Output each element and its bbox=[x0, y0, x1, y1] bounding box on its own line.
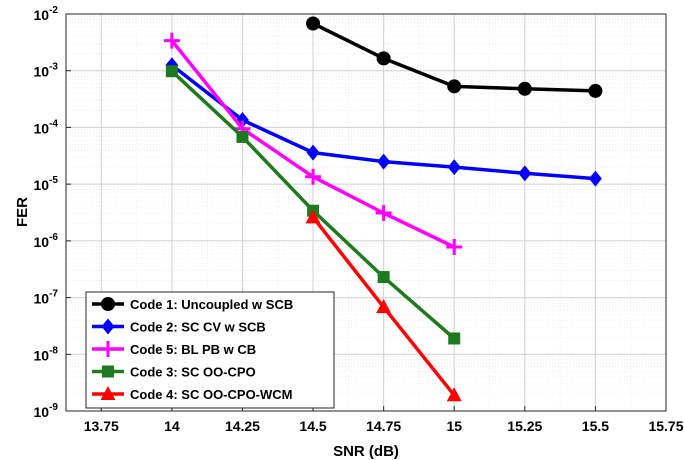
data-point bbox=[446, 238, 463, 255]
series-circle bbox=[306, 16, 603, 98]
grid bbox=[66, 13, 667, 412]
legend-label: Code 3: SC OO-CPO bbox=[130, 365, 256, 380]
plot-frame bbox=[65, 13, 667, 412]
x-tick-label: 14 bbox=[164, 418, 180, 434]
legend-item: Code 5: BL PB w CB bbox=[92, 341, 256, 357]
y-tick-label: 10-7 bbox=[34, 289, 59, 307]
data-point bbox=[448, 332, 461, 345]
x-tick-label: 15.5 bbox=[582, 418, 609, 434]
x-tick-label: 15.75 bbox=[648, 418, 683, 434]
data-point bbox=[588, 170, 602, 187]
legend-box bbox=[85, 291, 335, 409]
data-point bbox=[446, 387, 462, 402]
series-triangle bbox=[305, 209, 462, 402]
legend-item: Code 4: SC OO-CPO-WCM bbox=[92, 386, 293, 402]
legend: Code 1: Uncoupled w SCB Code 2: SC CV w S… bbox=[85, 291, 335, 409]
data-point bbox=[375, 204, 392, 221]
data-point bbox=[165, 65, 178, 78]
series-diamond bbox=[165, 57, 602, 187]
x-tick-label: 14.25 bbox=[225, 418, 260, 434]
y-tick-label: 10-8 bbox=[34, 345, 59, 363]
x-tick-label: 13.75 bbox=[84, 418, 119, 434]
legend-item: Code 3: SC OO-CPO bbox=[92, 365, 256, 380]
x-axis-label: SNR (dB) bbox=[333, 443, 399, 460]
data-point bbox=[305, 168, 322, 185]
series-group bbox=[163, 16, 603, 402]
data-point bbox=[163, 32, 180, 49]
data-point bbox=[518, 165, 532, 182]
x-tick-label: 14.5 bbox=[299, 418, 326, 434]
legend-label: Code 4: SC OO-CPO-WCM bbox=[130, 387, 293, 402]
legend-item: Code 1: Uncoupled w SCB bbox=[92, 297, 293, 312]
data-point bbox=[447, 159, 461, 176]
y-tick-label: 10-3 bbox=[34, 62, 59, 80]
data-point bbox=[377, 153, 391, 170]
data-point bbox=[306, 16, 321, 31]
series-plus bbox=[163, 32, 463, 255]
legend-label: Code 1: Uncoupled w SCB bbox=[130, 297, 293, 312]
legend-marker bbox=[100, 386, 116, 400]
data-point bbox=[305, 209, 321, 224]
data-point bbox=[376, 299, 392, 314]
data-point bbox=[588, 83, 603, 98]
legend-marker bbox=[102, 365, 114, 378]
y-axis-label: FER bbox=[14, 197, 31, 227]
y-tick-label: 10-2 bbox=[34, 5, 59, 23]
legend-marker bbox=[100, 341, 116, 357]
legend-item: Code 2: SC CV w SCB bbox=[92, 318, 266, 335]
x-tick-label: 15 bbox=[446, 418, 462, 434]
y-tick-label: 10-6 bbox=[34, 232, 59, 250]
x-tick-label: 14.75 bbox=[366, 418, 401, 434]
x-tick-label: 15.25 bbox=[507, 418, 542, 434]
y-tick-label: 10-4 bbox=[34, 118, 59, 136]
legend-label: Code 5: BL PB w CB bbox=[130, 342, 256, 357]
y-tick-label: 10-5 bbox=[34, 175, 59, 193]
y-tick-label: 10-9 bbox=[34, 402, 59, 420]
axis-ticks: 13.75 14 14.25 14.5 14.75 15 15.25 15.5 15.75 10-… bbox=[34, 5, 684, 434]
legend-marker bbox=[101, 318, 115, 335]
data-point bbox=[447, 79, 462, 94]
legend-marker bbox=[101, 297, 115, 311]
data-point bbox=[376, 51, 391, 66]
data-point bbox=[306, 144, 320, 161]
data-point bbox=[377, 271, 390, 284]
legend-label: Code 2: SC CV w SCB bbox=[130, 320, 266, 335]
data-point bbox=[517, 81, 532, 96]
data-point bbox=[235, 112, 249, 129]
data-point bbox=[236, 130, 249, 143]
